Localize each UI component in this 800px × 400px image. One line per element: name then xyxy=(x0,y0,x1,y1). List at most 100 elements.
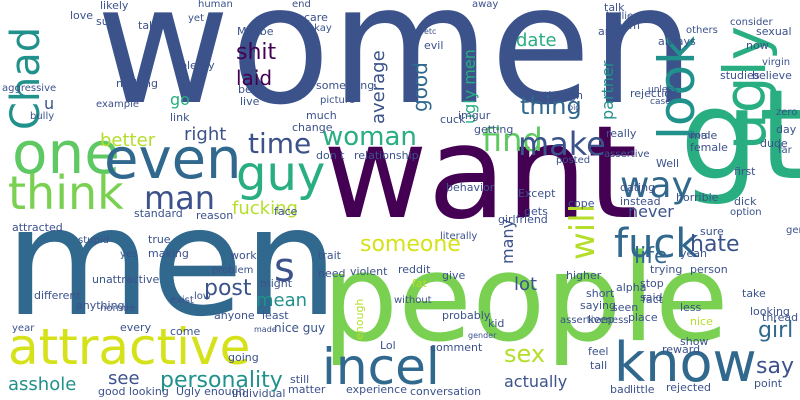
word-way: way xyxy=(620,165,693,206)
word-good: good xyxy=(408,62,432,112)
word-evil: evil xyxy=(424,39,444,52)
word-fact: fact xyxy=(642,293,663,306)
word-conversation: conversation xyxy=(410,385,482,398)
word-live: live xyxy=(240,95,260,108)
word-something: something xyxy=(316,79,375,92)
word-people: people xyxy=(322,230,729,369)
word-hate: hate xyxy=(690,232,740,257)
word-example: example xyxy=(96,99,140,110)
word-bully: bully xyxy=(30,111,55,122)
word-individual: individual xyxy=(232,387,286,400)
word-human: human xyxy=(198,0,233,10)
word-genuinely: genuinely xyxy=(786,225,800,236)
word-violent: violent xyxy=(350,265,388,278)
word-end: end xyxy=(292,0,311,10)
word-fat: fat xyxy=(412,277,427,290)
word-horrible: horrible xyxy=(676,191,719,204)
word-thing: thing xyxy=(520,92,582,120)
word-sexual: sexual xyxy=(756,25,792,38)
word-lol: Lol xyxy=(380,339,396,352)
word-posted: posted xyxy=(556,155,591,166)
word-good-looking: good looking xyxy=(98,385,169,398)
word-stupid: stupid xyxy=(78,235,109,246)
word-now: now xyxy=(746,39,769,52)
word-different: different xyxy=(34,289,81,302)
word-amp: amp xyxy=(598,25,623,38)
word-laid: laid xyxy=(236,66,273,90)
word-incel: incel xyxy=(322,338,440,396)
word-s: s xyxy=(274,245,295,291)
word-behavior: behavior xyxy=(446,181,495,194)
word-think: think xyxy=(8,166,124,220)
word-change: change xyxy=(292,121,333,134)
word-might: might xyxy=(260,277,293,290)
word-reason: reason xyxy=(196,209,234,222)
word-enough: enough xyxy=(353,298,366,340)
word-experience: experience xyxy=(346,383,407,396)
word-little: little xyxy=(630,383,655,396)
word-least: least xyxy=(262,309,289,322)
word-know: know xyxy=(614,331,757,394)
word-true: true xyxy=(148,233,171,246)
word-fucking: fucking xyxy=(232,198,298,219)
word-want: want xyxy=(323,99,638,248)
word-anyone: anyone xyxy=(214,309,255,322)
word-beta: beta xyxy=(238,83,263,96)
word-maybe: Maybe xyxy=(237,25,274,38)
word-comment: comment xyxy=(430,341,483,354)
word-male: male xyxy=(690,129,718,142)
word-see: see xyxy=(108,368,140,389)
word-find: find xyxy=(482,121,543,159)
word-someone: someone xyxy=(360,232,461,257)
word-rejection: rejection xyxy=(630,87,678,100)
word-making: making xyxy=(148,247,189,260)
word-saying: saying xyxy=(580,299,616,312)
word-seen: seen xyxy=(612,301,639,314)
word-looking: looking xyxy=(750,305,790,318)
word-alpha: alpha xyxy=(616,281,647,294)
word-mean: mean xyxy=(256,290,308,311)
word-face: face xyxy=(274,205,298,218)
word-dating: dating xyxy=(620,181,656,194)
word-day: day xyxy=(776,123,797,136)
word-option: option xyxy=(730,207,762,218)
word-going: going xyxy=(228,351,259,364)
word-big: big xyxy=(568,103,581,112)
word-bullies: bullies xyxy=(606,11,639,22)
word-u: u xyxy=(44,94,55,113)
word-except: Except xyxy=(518,187,556,200)
word-point: point xyxy=(754,377,783,390)
word-nice: nice xyxy=(690,315,713,328)
word-low: low xyxy=(194,291,212,302)
word-higher: higher xyxy=(566,269,602,282)
word-actually: actually xyxy=(504,372,568,391)
word-bad: bad xyxy=(610,383,631,396)
word-time: time xyxy=(248,127,312,160)
word-matter: matter xyxy=(288,383,326,396)
word-right: right xyxy=(184,124,227,145)
word-without: without xyxy=(394,295,432,306)
word-will: will xyxy=(563,203,603,260)
word-one: one xyxy=(12,119,120,187)
word-talk: talk xyxy=(604,1,625,14)
word-said: said xyxy=(640,291,663,304)
word-dick: dick xyxy=(734,195,757,208)
word-yet: yet xyxy=(188,13,204,24)
word-tall: tall xyxy=(590,359,608,372)
word-still: still xyxy=(290,373,310,386)
word-though: though xyxy=(544,89,583,102)
word-assertive: assertive xyxy=(604,149,650,160)
word-attractive: attractive xyxy=(8,318,251,376)
word-go: go xyxy=(170,90,190,109)
word-thread: thread xyxy=(762,311,799,324)
word-work: work xyxy=(230,249,257,262)
word-feel: feel xyxy=(588,345,609,358)
word-woman: woman xyxy=(322,122,417,152)
word-gender: gender xyxy=(468,331,497,340)
word-love: love xyxy=(70,9,94,22)
word-guy: guy xyxy=(236,146,326,202)
word-women: women xyxy=(96,0,696,141)
word-standard: standard xyxy=(134,207,183,220)
word-make: make xyxy=(518,125,606,163)
word-personality: personality xyxy=(160,368,283,393)
